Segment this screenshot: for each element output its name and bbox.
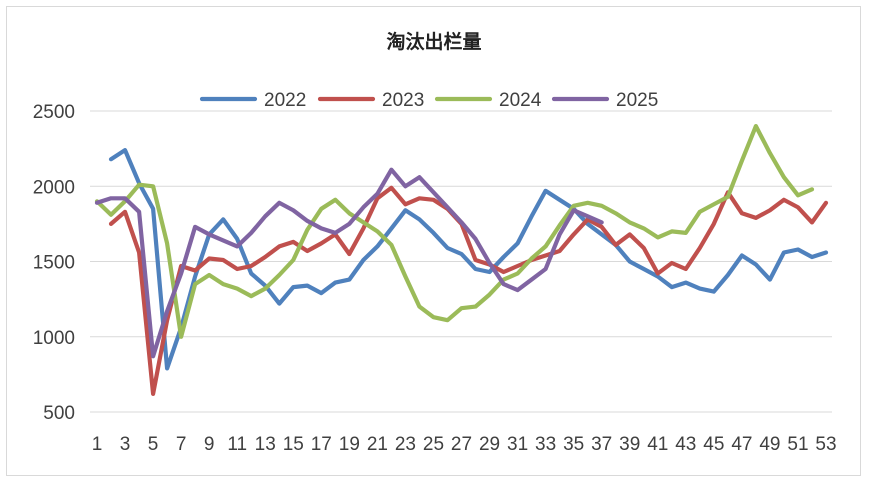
x-tick-label: 17: [311, 434, 332, 455]
legend: 2022 2023 2024 2025: [199, 90, 658, 111]
x-tick-label: 31: [507, 434, 528, 455]
series-line-2023: [108, 185, 829, 396]
x-tick-label: 43: [675, 434, 696, 455]
chart-title: 淘汰出栏量: [386, 30, 481, 53]
series-line-2022: [108, 148, 829, 371]
y-axis-ticks: 500 1000 1500 2000 2500: [33, 102, 75, 424]
x-tick-label: 3: [120, 434, 131, 455]
x-tick-label: 19: [339, 434, 360, 455]
legend-label-2022: 2022: [264, 90, 306, 111]
y-tick-label: 2000: [33, 177, 75, 198]
grid-lines: [90, 110, 832, 413]
x-tick-label: 41: [647, 434, 668, 455]
x-tick-label: 23: [395, 434, 416, 455]
x-axis-ticks: 1 3 5 7 9 11 13 15 17 19 21 23 25 27 29 31 33 35 37 39 41 43 4…: [92, 434, 837, 455]
x-tick-label: 49: [759, 434, 780, 455]
x-tick-label: 13: [255, 434, 276, 455]
x-tick-label: 33: [535, 434, 556, 455]
legend-label-2024: 2024: [499, 90, 542, 111]
x-tick-label: 29: [479, 434, 500, 455]
x-tick-label: 27: [451, 434, 472, 455]
x-tick-label: 11: [227, 434, 247, 455]
x-tick-label: 1: [92, 434, 103, 455]
x-tick-label: 37: [591, 434, 612, 455]
x-tick-label: 5: [148, 434, 159, 455]
x-tick-label: 53: [815, 434, 836, 455]
y-tick-label: 500: [43, 403, 75, 424]
chart-frame: [6, 6, 861, 476]
series-line-2025: [94, 167, 604, 359]
x-tick-label: 39: [619, 434, 640, 455]
y-tick-label: 1500: [33, 253, 75, 274]
series-lines: [94, 124, 829, 396]
x-tick-label: 25: [423, 434, 444, 455]
x-tick-label: 47: [731, 434, 752, 455]
legend-label-2023: 2023: [382, 90, 424, 111]
series-line-2024: [94, 124, 815, 339]
x-tick-label: 7: [176, 434, 187, 455]
y-tick-label: 2500: [33, 102, 75, 123]
x-tick-label: 51: [787, 434, 808, 455]
y-tick-label: 1000: [33, 328, 75, 349]
x-tick-label: 21: [367, 434, 388, 455]
legend-label-2025: 2025: [616, 90, 658, 111]
x-tick-label: 15: [283, 434, 304, 455]
x-tick-label: 45: [703, 434, 724, 455]
x-tick-label: 35: [563, 434, 584, 455]
x-tick-label: 9: [204, 434, 215, 455]
